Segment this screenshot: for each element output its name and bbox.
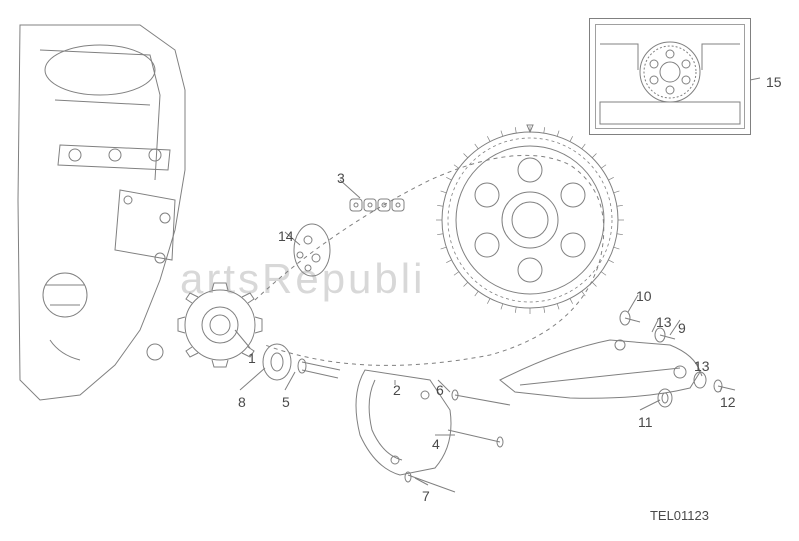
- part-label-8: 8: [238, 394, 246, 410]
- part-label-3: 3: [337, 170, 345, 186]
- part-label-5: 5: [282, 394, 290, 410]
- part-label-13b: 13: [694, 358, 710, 374]
- part-label-9: 9: [678, 320, 686, 336]
- part-label-12: 12: [720, 394, 736, 410]
- part-label-1: 1: [248, 350, 256, 366]
- part-label-11: 11: [638, 414, 653, 430]
- part-label-4: 4: [432, 436, 440, 452]
- part-label-13a: 13: [656, 314, 672, 330]
- part-label-2: 2: [393, 382, 401, 398]
- part-label-14: 14: [278, 228, 294, 244]
- part-label-7: 7: [422, 488, 430, 504]
- parts-diagram: artsRepubli: [0, 0, 799, 541]
- diagram-svg: [0, 0, 799, 541]
- part-label-15: 15: [766, 74, 782, 90]
- part-label-10: 10: [636, 288, 652, 304]
- part-label-6: 6: [436, 382, 444, 398]
